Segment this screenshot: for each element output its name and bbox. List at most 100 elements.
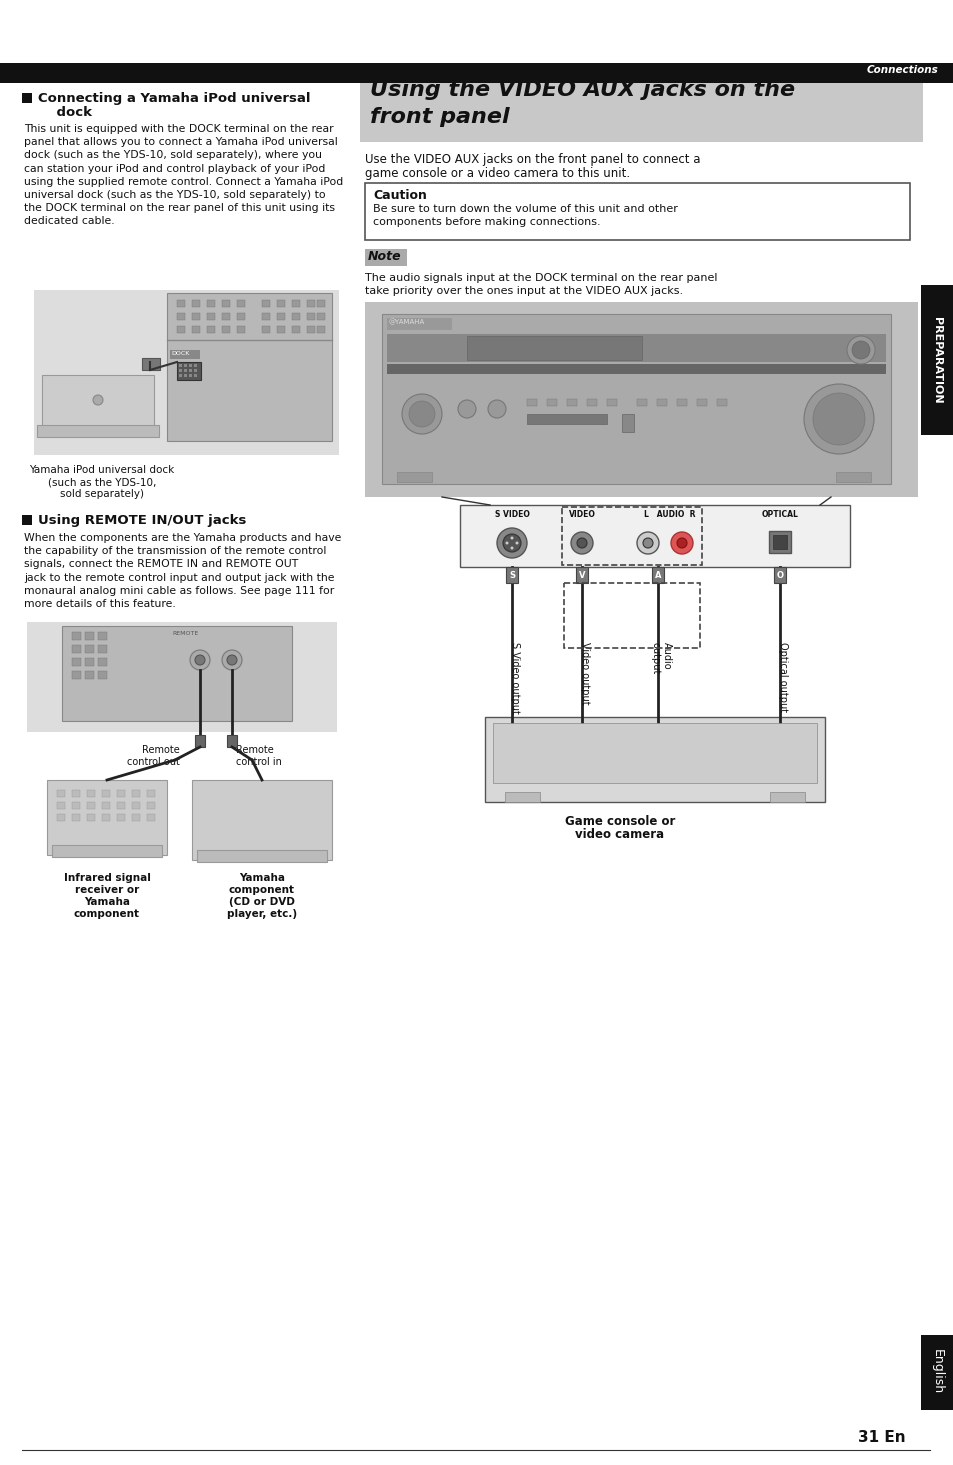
Bar (561, 507, 701, 565)
Bar (697, 398, 706, 406)
Bar (85, 631, 94, 640)
Circle shape (637, 532, 659, 554)
Bar (387, 318, 452, 330)
Bar (222, 314, 230, 319)
Text: Yamaha iPod universal dock: Yamaha iPod universal dock (30, 464, 174, 475)
Circle shape (642, 538, 652, 548)
Text: OPTICAL: OPTICAL (760, 510, 798, 519)
Text: VIDEO: VIDEO (568, 510, 595, 519)
Bar (71, 790, 80, 797)
Circle shape (846, 335, 874, 363)
Text: Using REMOTE IN/OUT jacks: Using REMOTE IN/OUT jacks (38, 514, 246, 527)
Bar (505, 567, 517, 583)
Bar (222, 300, 230, 308)
Bar (177, 300, 185, 308)
Bar (769, 793, 804, 801)
Bar (192, 300, 200, 308)
Circle shape (851, 341, 869, 359)
Bar (193, 369, 196, 372)
Bar (102, 815, 110, 820)
Bar (167, 293, 332, 441)
Bar (262, 327, 270, 333)
Bar (292, 300, 299, 308)
Text: S: S (509, 571, 515, 580)
Bar (192, 314, 200, 319)
Bar (87, 801, 95, 809)
Bar (85, 671, 94, 678)
Bar (576, 567, 587, 583)
Text: panel that allows you to connect a Yamaha iPod universal: panel that allows you to connect a Yamah… (24, 138, 337, 147)
Text: Connecting a Yamaha iPod universal: Connecting a Yamaha iPod universal (38, 92, 310, 105)
Circle shape (571, 532, 593, 554)
Bar (526, 415, 606, 423)
Bar (566, 398, 577, 406)
Circle shape (677, 538, 686, 548)
Bar (117, 790, 125, 797)
Bar (316, 327, 325, 333)
Bar (98, 658, 107, 667)
Bar (98, 631, 107, 640)
Text: V: V (578, 571, 584, 580)
Bar (307, 300, 314, 308)
Text: Infrared signal: Infrared signal (64, 873, 151, 883)
Bar (835, 472, 870, 482)
Bar (102, 790, 110, 797)
Text: Video output: Video output (579, 642, 589, 705)
Text: components before making connections.: components before making connections. (373, 217, 600, 227)
Bar (57, 790, 65, 797)
Text: Game console or: Game console or (564, 815, 675, 828)
Bar (365, 249, 407, 267)
Bar (147, 815, 154, 820)
Bar (52, 845, 162, 857)
Bar (365, 302, 917, 497)
Circle shape (194, 655, 205, 665)
Text: Yamaha: Yamaha (84, 897, 130, 907)
Bar (773, 567, 785, 583)
Text: universal dock (such as the YDS-10, sold separately) to: universal dock (such as the YDS-10, sold… (24, 190, 325, 201)
Bar (117, 815, 125, 820)
Text: control in: control in (235, 757, 281, 768)
Bar (772, 535, 786, 549)
Text: dock: dock (38, 105, 91, 119)
Circle shape (92, 396, 103, 404)
Text: DOCK: DOCK (171, 352, 190, 356)
Bar (192, 327, 200, 333)
Text: dock (such as the YDS-10, sold separately), where you: dock (such as the YDS-10, sold separatel… (24, 151, 322, 160)
Bar (637, 398, 646, 406)
Bar (292, 327, 299, 333)
Bar (170, 630, 205, 639)
Circle shape (515, 542, 518, 545)
Text: Audio
output: Audio output (650, 642, 671, 674)
Bar (207, 327, 214, 333)
Bar (189, 363, 192, 368)
Bar (98, 645, 107, 653)
Bar (262, 314, 270, 319)
Text: 31 En: 31 En (858, 1430, 905, 1444)
Bar (0, 63, 953, 84)
Bar (606, 398, 617, 406)
Text: component: component (229, 885, 294, 895)
Bar (207, 314, 214, 319)
Bar (184, 363, 187, 368)
Bar (222, 327, 230, 333)
Bar (276, 314, 285, 319)
Text: (CD or DVD: (CD or DVD (229, 897, 294, 907)
Bar (651, 567, 663, 583)
Circle shape (488, 400, 505, 418)
Text: When the components are the Yamaha products and have: When the components are the Yamaha produ… (24, 533, 341, 544)
Text: Note: Note (368, 251, 401, 264)
Bar (292, 314, 299, 319)
Text: Remote: Remote (235, 746, 274, 754)
Bar (236, 300, 245, 308)
Bar (170, 350, 200, 359)
Bar (47, 779, 167, 856)
Text: A: A (654, 571, 660, 580)
Bar (546, 398, 557, 406)
Text: monaural analog mini cable as follows. See page 111 for: monaural analog mini cable as follows. S… (24, 586, 334, 596)
Bar (57, 815, 65, 820)
Bar (768, 530, 790, 552)
Bar (396, 472, 432, 482)
Text: REMOTE: REMOTE (172, 631, 198, 636)
Text: the DOCK terminal on the rear panel of this unit using its: the DOCK terminal on the rear panel of t… (24, 204, 335, 214)
Bar (359, 75, 923, 142)
